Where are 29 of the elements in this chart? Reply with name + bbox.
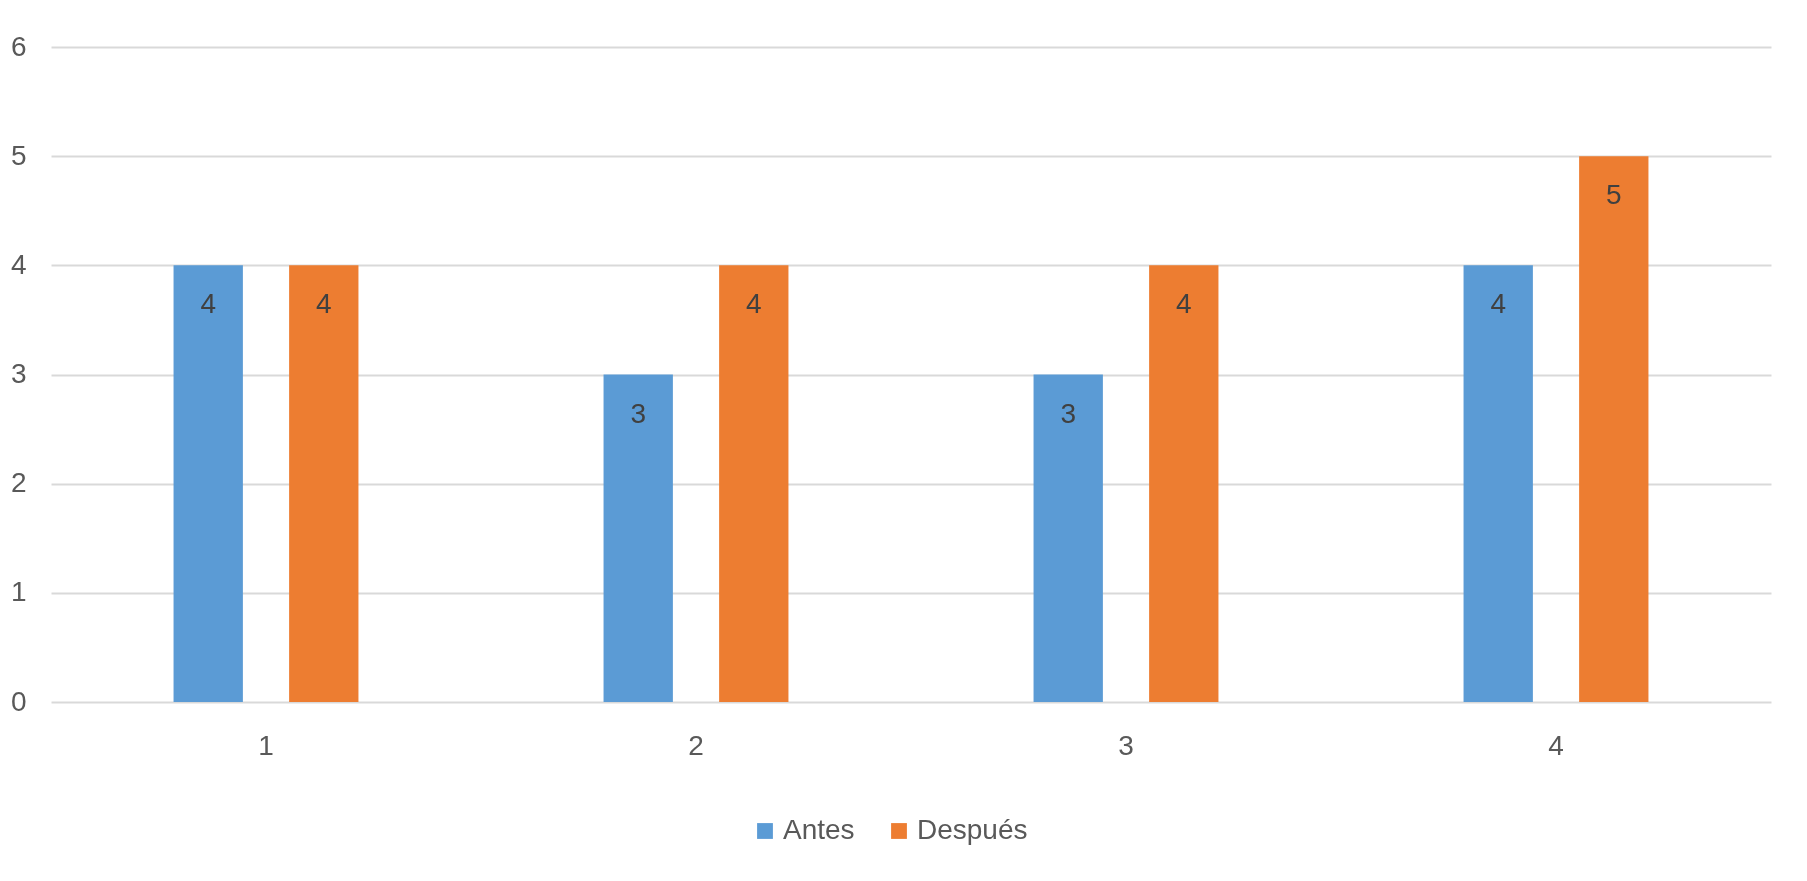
bar [289, 265, 359, 702]
data-label: 5 [1605, 179, 1622, 211]
x-tick-label: 4 [1548, 729, 1564, 761]
y-tick-label: 1 [10, 576, 27, 608]
bar [1149, 265, 1219, 702]
x-tick-label: 2 [688, 729, 704, 761]
y-tick-label: 2 [10, 467, 27, 499]
y-tick-label: 0 [10, 685, 27, 717]
bar [1033, 374, 1103, 702]
data-label: 4 [1490, 288, 1507, 320]
x-tick-label: 1 [258, 729, 274, 761]
bar [719, 265, 789, 702]
data-label: 4 [200, 288, 217, 320]
legend-label: Después [917, 814, 1028, 845]
bar [603, 374, 673, 702]
data-label: 3 [1060, 397, 1077, 429]
legend-label: Antes [783, 814, 855, 845]
bar [173, 265, 243, 702]
data-label: 4 [1175, 288, 1192, 320]
data-label: 4 [315, 288, 332, 320]
y-tick-label: 3 [10, 358, 27, 389]
bar [1463, 265, 1533, 702]
y-tick-label: 4 [10, 248, 27, 280]
y-tick-label: 5 [10, 139, 27, 171]
data-label: 3 [630, 397, 647, 429]
bar [1579, 156, 1649, 702]
x-tick-label: 3 [1118, 729, 1134, 761]
data-label: 4 [745, 288, 762, 320]
y-tick-label: 6 [10, 30, 27, 62]
